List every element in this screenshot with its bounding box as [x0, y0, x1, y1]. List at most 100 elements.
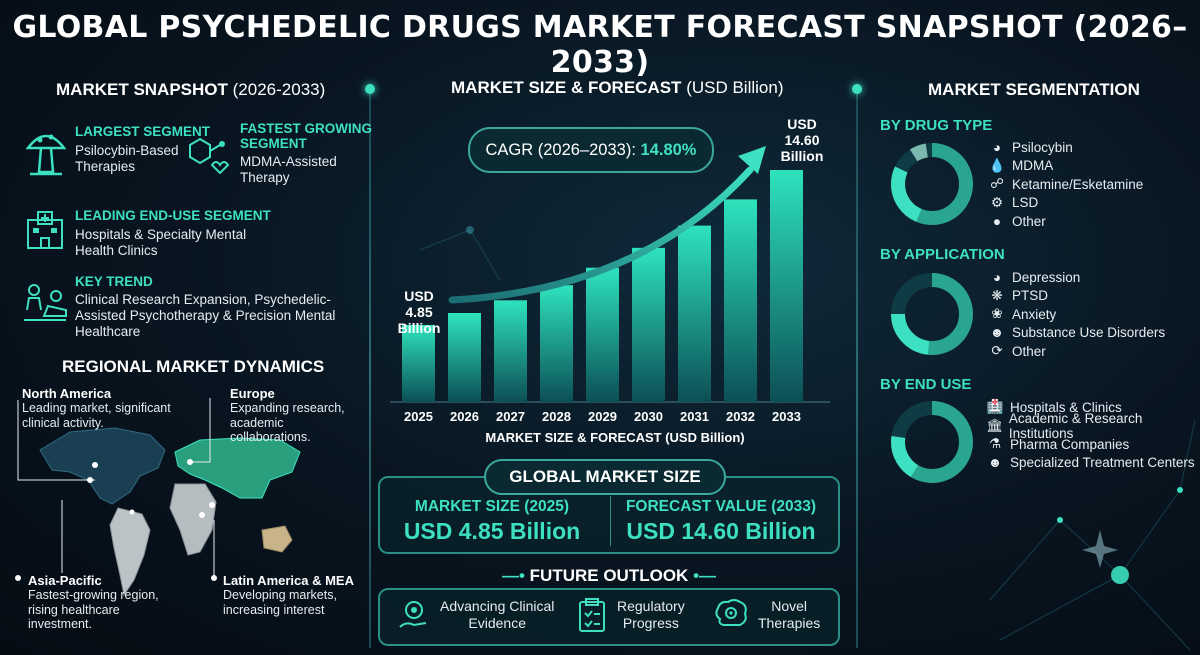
legend-ketamine: ☍ Ketamine/Esketamine — [986, 175, 1143, 194]
neuron-icon: ❋ — [991, 287, 1003, 303]
forecast-title: MARKET SIZE & FORECAST (USD Billion) — [451, 78, 784, 97]
hospital-icon: 🏥 — [986, 399, 1004, 415]
flask-icon: ⚗ — [988, 436, 1002, 452]
segmentation-title: MARKET SEGMENTATION — [928, 80, 1140, 99]
right-divider-dot — [852, 84, 862, 94]
legend-psilocybin: ◕ Psilocybin — [986, 138, 1143, 157]
building-icon: 🏛 — [985, 417, 1003, 433]
cagr-badge: CAGR (2026–2033): 14.80% — [468, 127, 714, 173]
bar-2030 — [632, 247, 665, 402]
molecule-icon: ☍ — [990, 176, 1004, 192]
drug-type-title: BY DRUG TYPE — [880, 117, 993, 134]
legend-pharma: ⚗ Pharma Companies — [984, 435, 1200, 454]
end-use-donut — [891, 401, 973, 483]
forecast-bar-chart: 2025 2026 2027 2028 2029 2030 2031 2032 2033 — [390, 146, 830, 424]
world-map — [15, 398, 301, 597]
legend-ptsd: ❋ PTSD — [986, 287, 1165, 306]
snapshot-title: MARKET SNAPSHOT (2026-2033) — [56, 80, 326, 99]
bar-2025 — [402, 324, 435, 402]
right-divider — [856, 88, 858, 648]
application-title: BY APPLICATION — [880, 246, 1005, 263]
end-use-legend: 🏥 Hospitals & Clinics 🏛 Academic & Researc… — [984, 398, 1200, 472]
start-value-label: USD 4.85 Billion — [397, 288, 441, 336]
key-trend-label: KEY TREND — [75, 274, 153, 289]
bar-2026 — [448, 313, 481, 402]
largest-segment-value: Psilocybin-Based Therapies — [75, 143, 179, 174]
tick-label-2025: 2025 — [404, 409, 433, 424]
forecast-value-label: FORECAST VALUE (2033) — [625, 498, 817, 515]
application-donut — [891, 273, 973, 355]
bar-2033 — [770, 170, 803, 402]
outlook-item-evidence: Advancing Clinical Evidence — [396, 597, 554, 633]
left-divider — [369, 88, 371, 648]
tick-label-2031: 2031 — [680, 409, 709, 424]
circle-icon: ● — [992, 213, 1002, 229]
tick-label-2032: 2032 — [726, 409, 755, 424]
legend-anxiety: ❀ Anxiety — [986, 305, 1165, 324]
end-value-label: USD 14.60 Billion — [780, 116, 824, 164]
people-icon: ☻ — [989, 325, 1005, 341]
outlook-title: —• FUTURE OUTLOOK •— — [501, 566, 717, 585]
bar-2029 — [586, 267, 619, 402]
enduse-segment-label: LEADING END-USE SEGMENT — [75, 208, 271, 223]
tick-label-2028: 2028 — [542, 409, 571, 424]
hospital-icon — [24, 210, 66, 250]
global-market-title: GLOBAL MARKET SIZE — [484, 459, 726, 495]
legend-substance: ☻ Substance Use Disorders — [986, 324, 1165, 343]
molecule-heart-icon — [188, 135, 232, 175]
tick-label-2026: 2026 — [450, 409, 479, 424]
legend-specialized: ☻ Specialized Treatment Centers — [984, 454, 1200, 473]
enduse-segment-value: Hospitals & Specialty Mental Health Clin… — [75, 227, 247, 258]
legend-lsd: ⚙ LSD — [986, 194, 1143, 213]
region-europe: Europe Expanding research, academic coll… — [230, 386, 345, 444]
pie-icon: ◕ — [992, 139, 1002, 155]
drug-type-legend: ◕ Psilocybin 💧 MDMA ☍ Ketamine/Esketamine ⚙… — [986, 138, 1144, 231]
brain-gear-icon — [715, 599, 747, 626]
legend-mdma: 💧 MDMA — [986, 157, 1143, 176]
growth-arrow-head — [738, 146, 766, 174]
outlook-box — [378, 588, 840, 646]
key-trend-value: Clinical Research Expansion, Psychedelic… — [75, 292, 336, 339]
gear-hand-icon — [399, 601, 427, 628]
fastest-segment-value: MDMA-Assisted Therapy — [240, 154, 337, 185]
outlook-item-regulatory: Regulatory Progress — [575, 597, 685, 633]
largest-segment-label: LARGEST SEGMENT — [75, 124, 211, 139]
tick-label-2029: 2029 — [588, 409, 617, 424]
region-asia-pacific: Asia-Pacific Fastest-growing region, ris… — [28, 573, 159, 631]
chart-xlabel: MARKET SIZE & FORECAST (USD Billion) — [485, 430, 745, 445]
legend-drug-other: ● Other — [986, 212, 1143, 231]
bar-2028 — [540, 285, 573, 402]
drop-icon: 💧 — [988, 157, 1006, 173]
regional-title: REGIONAL MARKET DYNAMICS — [62, 357, 325, 376]
bar-2031 — [678, 225, 711, 402]
refresh-icon: ⟳ — [991, 343, 1003, 359]
legend-depression: ◕ Depression — [986, 268, 1165, 287]
market-size-label: MARKET SIZE (2025) — [414, 498, 570, 515]
outlook-item-therapies: Novel Therapies — [712, 597, 820, 633]
gear-icon: ⚙ — [990, 194, 1004, 210]
growth-arrow — [448, 166, 754, 304]
brain-icon: ❀ — [991, 306, 1003, 322]
tick-label-2033: 2033 — [772, 409, 801, 424]
legend-app-other: ⟳ Other — [986, 342, 1165, 361]
application-legend: ◕ Depression ❋ PTSD ❀ Anxiety ☻ Substance Us… — [986, 268, 1165, 361]
fastest-segment-label: FASTEST GROWING SEGMENT — [240, 121, 373, 151]
mushroom-icon — [24, 122, 68, 182]
people-icon: ☻ — [987, 455, 1003, 471]
pie-icon: ◕ — [992, 269, 1002, 285]
region-north-america: North America Leading market, significan… — [22, 386, 171, 430]
legend-academic: 🏛 Academic & Research Institutions — [985, 410, 1143, 441]
bar-2027 — [494, 300, 527, 402]
drug-type-donut — [891, 143, 973, 225]
tick-label-2030: 2030 — [634, 409, 663, 424]
clipboard-icon — [579, 598, 605, 632]
therapy-session-icon — [22, 280, 68, 324]
page-title: GLOBAL PSYCHEDELIC DRUGS MARKET FORECAST… — [12, 10, 1188, 80]
legend-hospitals: 🏥 Hospitals & Clinics — [984, 398, 1200, 417]
market-size-value: USD 4.85 Billion — [403, 518, 581, 544]
forecast-value-value: USD 14.60 Billion — [626, 518, 816, 544]
bar-2032 — [724, 199, 757, 402]
region-latam-mea: Latin America & MEA Developing markets, … — [223, 573, 354, 617]
end-use-title: BY END USE — [880, 376, 972, 393]
